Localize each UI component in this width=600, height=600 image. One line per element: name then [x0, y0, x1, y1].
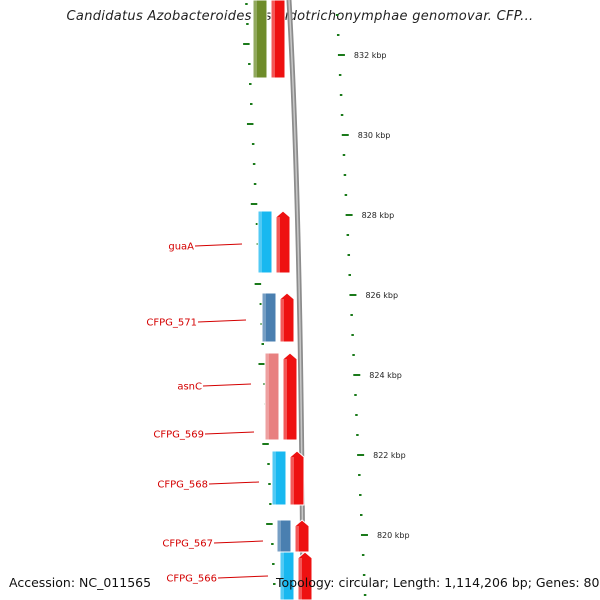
forward-gene-arrow: [297, 551, 313, 600]
gene-label-CFPG_569: CFPG_569: [153, 430, 204, 441]
gene-arrow-shine: [283, 359, 287, 440]
gene-label-CFPG_571: CFPG_571: [146, 318, 197, 329]
forward-gene-arrow: [279, 292, 295, 343]
scale-label: 824 kbp: [369, 371, 402, 380]
gene-leader-line: [197, 319, 247, 323]
gene-leader-line: [204, 431, 255, 435]
scale-label: 826 kbp: [365, 291, 398, 300]
gene-block-shine: [272, 451, 276, 505]
gene-label-CFPG_566: CFPG_566: [166, 574, 217, 585]
gene-block-pink: [264, 352, 280, 441]
right-tick-track: 832 kbp 830 kbp 828 kbp 826 kbp 824 kbp 822 k…: [336, 14, 410, 596]
gene-leader-line: [217, 575, 269, 579]
scale-label: 828 kbp: [362, 211, 395, 220]
forward-gene-arrow: [282, 352, 298, 441]
gene-arrow-shine: [295, 526, 299, 552]
gene-block-cyan: [279, 551, 295, 600]
forward-gene-arrow: [289, 450, 305, 506]
gene-arrow-shine: [271, 0, 275, 78]
gene-block-shine: [280, 552, 284, 600]
gene-features: [252, 0, 313, 600]
map-title: Candidatus Azobacteroides pseudotrichony…: [66, 9, 534, 24]
gene-block-olive: [252, 0, 268, 79]
gene-block-cyan: [271, 450, 287, 506]
gene-label-CFPG_568: CFPG_568: [157, 480, 208, 491]
gene-arrow-shine: [276, 217, 280, 273]
gene-label-guaA: guaA: [168, 242, 194, 253]
gene-leader-line: [194, 243, 243, 247]
gene-label-asnC: asnC: [177, 382, 202, 393]
gene-block-cyan: [257, 210, 273, 274]
gene-block-shine: [262, 293, 266, 342]
gene-arrow-shine: [290, 457, 294, 505]
forward-gene-arrow: [275, 210, 291, 274]
gene-block-shine: [277, 520, 281, 552]
gene-leader-line: [202, 383, 252, 387]
gene-arrow-shine: [280, 299, 284, 342]
forward-gene-arrow: [270, 0, 286, 79]
scale-label: 830 kbp: [358, 131, 391, 140]
gene-leader-line: [213, 540, 264, 544]
gene-label-CFPG_567: CFPG_567: [162, 539, 213, 550]
gene-block-steel: [261, 292, 277, 343]
gene-labels: guaA CFPG_571 asnC CFPG_569 CFPG_568 CFPG_567…: [146, 242, 269, 585]
forward-gene-arrow: [294, 519, 310, 553]
gene-leader-line: [208, 481, 260, 485]
gene-block-shine: [265, 353, 269, 440]
gene-arrow-shine: [298, 558, 302, 600]
genome-summary: Topology: circular; Length: 1,114,206 bp…: [276, 575, 600, 590]
scale-label: 832 kbp: [354, 51, 387, 60]
scale-label: 820 kbp: [377, 531, 410, 540]
gene-block-shine: [253, 0, 257, 78]
scale-label: 822 kbp: [373, 451, 406, 460]
accession-text: Accession: NC_011565: [9, 575, 152, 590]
gene-block-shine: [258, 211, 262, 273]
